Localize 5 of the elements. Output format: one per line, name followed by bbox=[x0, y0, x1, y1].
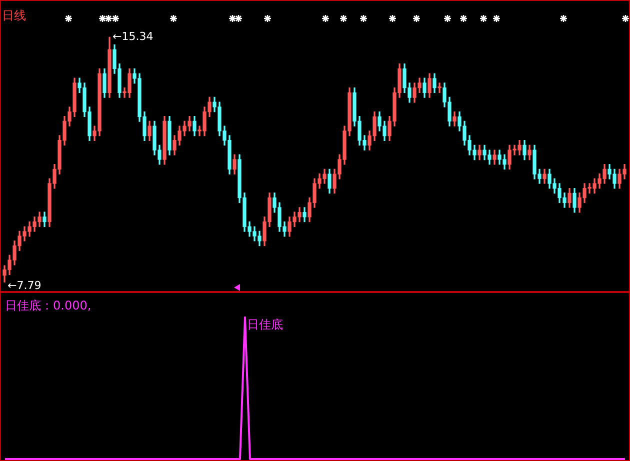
annotation: ←7.79 bbox=[8, 278, 42, 292]
chart-title: 日线 bbox=[2, 8, 26, 22]
series-label: 日佳底 bbox=[247, 318, 283, 332]
chart-title: 日佳底：0.000, bbox=[5, 298, 92, 312]
annotation: ←15.34 bbox=[112, 30, 154, 44]
